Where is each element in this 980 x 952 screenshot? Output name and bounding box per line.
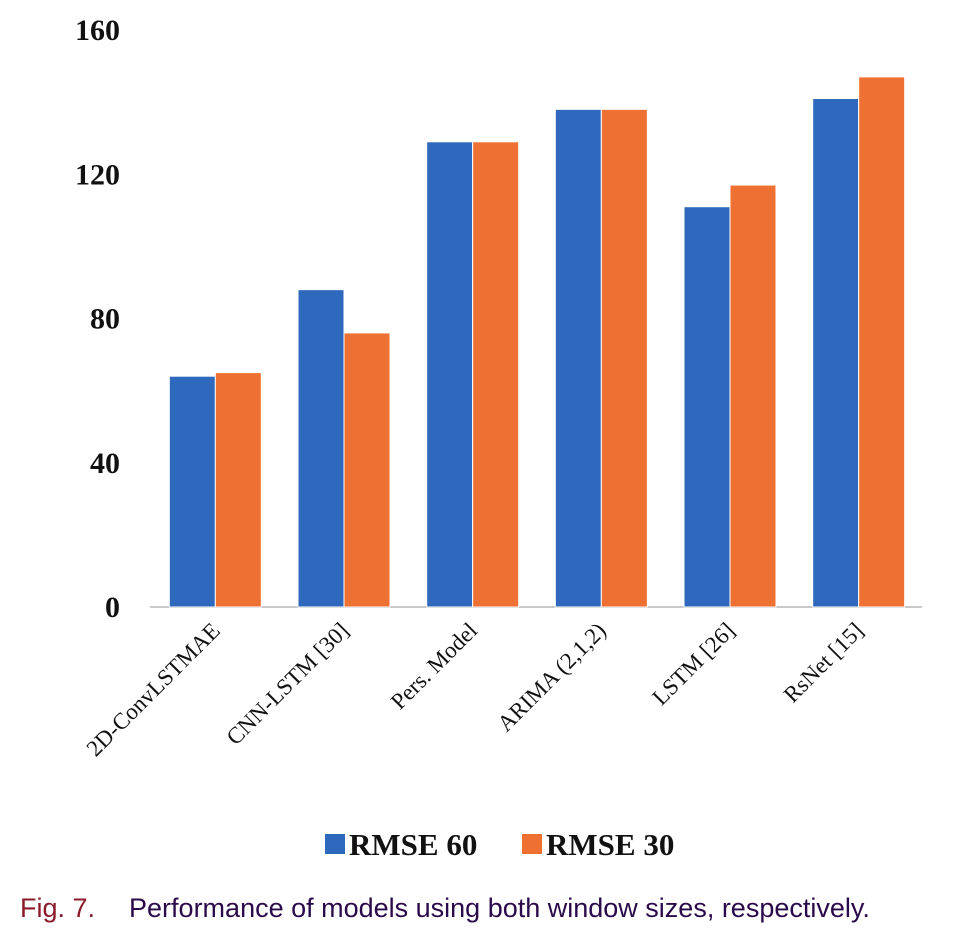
x-category-label: RsNet [15] xyxy=(779,618,869,708)
x-category-label: Pers. Model xyxy=(386,618,482,714)
bar-rmse-30 xyxy=(472,141,520,608)
bar-rmse-30 xyxy=(858,76,906,608)
bar-rmse-60 xyxy=(297,289,345,608)
legend: RMSE 60 RMSE 30 xyxy=(325,827,674,862)
y-tick-label: 40 xyxy=(90,447,120,480)
y-tick-label: 80 xyxy=(90,303,120,336)
y-axis-ticks: 0 40 80 120 160 xyxy=(75,14,120,624)
bar-rmse-30 xyxy=(729,184,777,608)
bar-rmse-30 xyxy=(214,372,262,608)
y-tick-label: 160 xyxy=(75,14,120,47)
legend-label: RMSE 60 xyxy=(349,827,477,862)
bar-rmse-60 xyxy=(168,375,216,608)
caption-text: Performance of models using both window … xyxy=(129,893,870,923)
figure-number: Fig. 7. xyxy=(20,893,96,923)
legend-swatch xyxy=(325,834,345,854)
x-category-label: LSTM [26] xyxy=(647,618,739,710)
y-tick-label: 0 xyxy=(105,591,120,624)
x-category-label: ARIMA (2,1,2) xyxy=(492,618,610,736)
bar-rmse-30 xyxy=(343,332,391,608)
figure-caption: Fig. 7. Performance of models using both … xyxy=(20,893,870,924)
bars xyxy=(168,76,906,608)
legend-label: RMSE 30 xyxy=(546,827,674,862)
x-category-label: CNN-LSTM [30] xyxy=(222,618,354,750)
bar-rmse-60 xyxy=(812,98,860,608)
y-tick-label: 120 xyxy=(75,158,120,191)
legend-swatch xyxy=(522,834,542,854)
bar-rmse-60 xyxy=(554,108,602,608)
bar-rmse-60 xyxy=(683,206,731,608)
bar-rmse-60 xyxy=(426,141,474,608)
bar-rmse-30 xyxy=(600,108,648,608)
x-category-label: 2D-ConvLSTMAE xyxy=(82,618,225,761)
